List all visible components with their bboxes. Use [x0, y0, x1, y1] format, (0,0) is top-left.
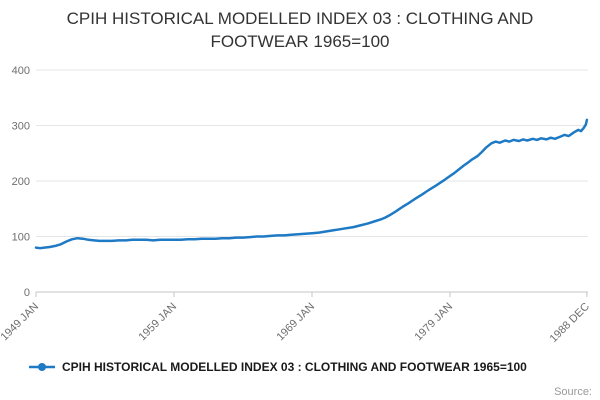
legend-item[interactable]: CPIH HISTORICAL MODELLED INDEX 03 : CLOT…: [28, 360, 527, 374]
x-tick-label: 1959 JAN: [136, 301, 179, 344]
legend-dot-icon: [38, 363, 46, 371]
chart-plot-area: 0 100 200 300 400 1949 JAN 1959 JAN 1969 JAN 197…: [0, 65, 592, 345]
data-series-line[interactable]: [34, 118, 589, 250]
y-tick-label: 200: [12, 176, 30, 188]
source-label: Source:: [554, 386, 592, 398]
y-tick-label: 0: [24, 287, 30, 299]
x-tick-label: 1988 DEC: [548, 301, 592, 345]
x-tick-label: 1979 JAN: [412, 301, 455, 344]
x-tick-label: 1969 JAN: [274, 301, 317, 344]
x-tick-label: 1949 JAN: [0, 301, 41, 344]
y-tick-label: 300: [12, 121, 30, 133]
legend-line-marker-icon: [29, 363, 55, 371]
legend-label: CPIH HISTORICAL MODELLED INDEX 03 : CLOT…: [62, 360, 527, 374]
chart-title: CPIH HISTORICAL MODELLED INDEX 03 : CLOT…: [66, 9, 534, 51]
y-tick-label: 400: [12, 65, 30, 77]
y-tick-label: 100: [12, 232, 30, 244]
